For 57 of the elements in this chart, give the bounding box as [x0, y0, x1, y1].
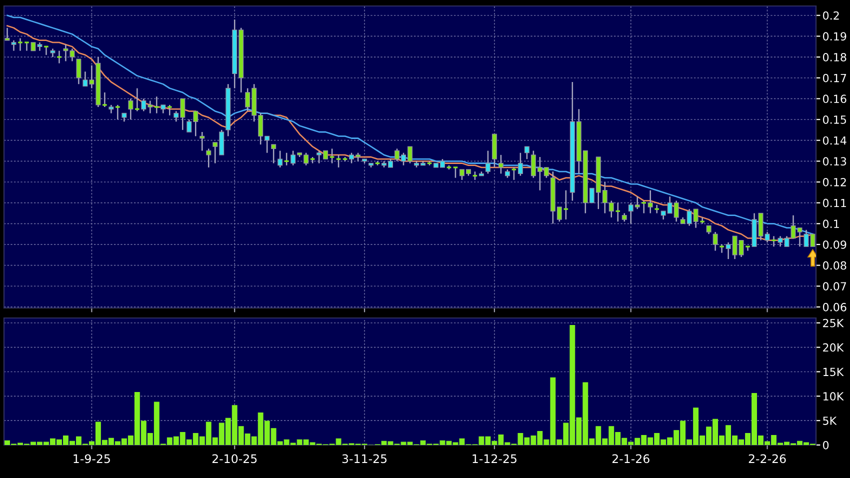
x-tick-label: 1-9-25 [74, 454, 110, 464]
candlestick [329, 148, 336, 164]
x-tick-label: 2-1-26 [612, 454, 650, 464]
y-tick-label: 0.06 [822, 302, 846, 312]
candlestick [485, 150, 490, 174]
candlestick [166, 104, 173, 116]
y-tick-label: 0.17 [822, 74, 846, 82]
candlestick [510, 166, 517, 181]
y-tick-label: 0.14 [822, 136, 846, 145]
y-tick-label: 0.11 [822, 198, 846, 208]
candlestick [200, 131, 205, 152]
y-tick-label: 20K [823, 343, 844, 352]
y-tick-label: 0.09 [822, 240, 846, 249]
candlestick [804, 229, 809, 248]
y-tick-label: 0.13 [822, 157, 846, 166]
candlestick [128, 98, 134, 120]
y-tick-label: 0.08 [822, 261, 846, 270]
candlestick [278, 150, 283, 168]
y-tick-label: 0.07 [822, 282, 846, 291]
y-tick-label: 0.19 [822, 32, 846, 41]
candlestick [770, 236, 777, 248]
y-tick-label: 0.18 [822, 53, 846, 62]
candlestick [76, 58, 82, 85]
candlestick [102, 92, 108, 108]
candlestick [562, 190, 569, 220]
y-tick-label: 15K [823, 368, 844, 376]
y-tick-label: 0.1 [822, 220, 839, 228]
candlestick [43, 46, 50, 56]
candlestick [17, 38, 24, 52]
candlestick [524, 146, 530, 160]
x-tick-label: 1-12-25 [472, 454, 516, 464]
y-tick-label: 0.15 [822, 115, 846, 124]
candlestick [648, 190, 653, 214]
candlestick [11, 40, 16, 52]
y-tick-label: 0.2 [822, 11, 839, 20]
candlestick [518, 152, 523, 176]
candlestick [712, 231, 718, 252]
y-tick-label: 25K [823, 318, 844, 328]
candlestick [154, 96, 160, 114]
candlestick [640, 200, 647, 214]
y-tick-label: 5K [823, 416, 837, 425]
candlestick [134, 88, 140, 112]
y-tick-label: 0.12 [822, 178, 846, 186]
candlestick [810, 234, 816, 247]
candlestick [498, 154, 504, 174]
candlestick [336, 154, 342, 168]
candlestick [718, 244, 725, 254]
x-tick-label: 2-10-25 [212, 454, 257, 464]
y-tick-label: 0 [822, 440, 829, 450]
candlestick [206, 148, 212, 168]
candlestick [114, 104, 121, 120]
y-tick-label: 10K [823, 392, 844, 401]
x-tick-label: 2-2-26 [748, 454, 786, 464]
candlestick [56, 50, 62, 64]
y-tick-label: 0.16 [822, 94, 846, 104]
candlestick [271, 144, 276, 164]
x-tick-label: 3-11-25 [342, 454, 387, 464]
